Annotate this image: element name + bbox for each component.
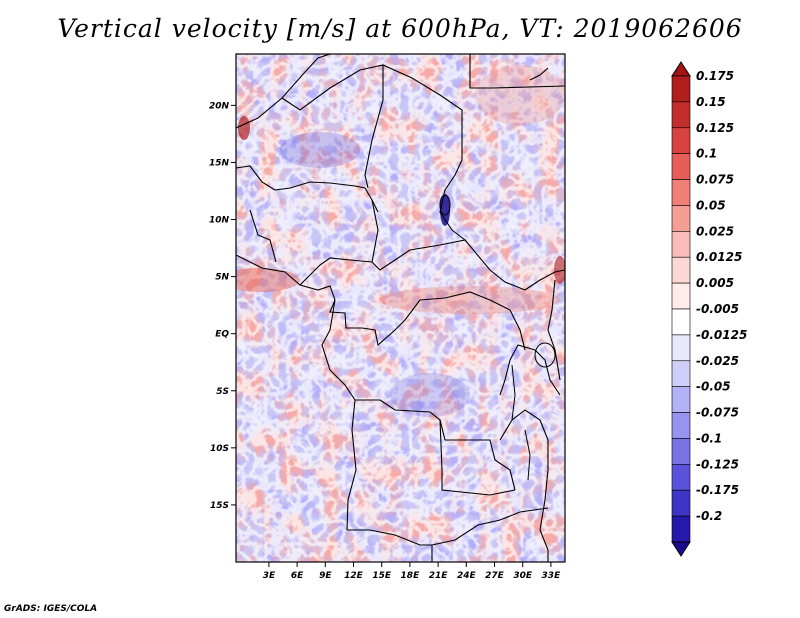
colorbar-level-label: -0.0125 [696,328,747,342]
colorbar-swatch [671,334,691,362]
lon-tick-label: 30E [513,571,533,581]
colorbar-level-label: 0.15 [696,95,726,109]
lon-tick-label: 27E [485,571,505,581]
lon-tick-label: 3E [263,571,276,581]
colorbar-swatch [671,412,691,439]
colorbar-swatch [671,127,691,154]
lat-tick-label: 15N [209,158,230,168]
map-title: Vertical velocity [m/s] at 600hPa, VT: 2… [57,14,743,43]
colorbar-level-label: 0.05 [696,198,726,212]
colorbar-swatch [671,179,691,206]
colorbar-level-label: 0.1 [696,147,717,161]
colorbar-level-label: 0.0125 [696,250,742,264]
colorbar-swatch [671,231,691,258]
latitude-ticks: 20N 15N 10N 5N EQ 5S 10S 15S [209,101,236,511]
colorbar-level-label: 0.125 [696,121,734,135]
colorbar-level-label: -0.005 [696,302,739,316]
colorbar-top-arrow [671,61,691,77]
colorbar-level-label: -0.075 [696,406,739,420]
colorbar-swatch [671,282,691,310]
lat-tick-label: 15S [210,501,229,511]
lat-tick-label: EQ [215,330,229,340]
colorbar-level-label: -0.1 [696,431,722,445]
colorbar-swatch [671,464,691,491]
colorbar-swatch [671,75,691,103]
lat-tick-label: 5S [216,387,229,397]
lon-tick-label: 18E [401,571,421,581]
colorbar-level-label: -0.025 [696,354,739,368]
colorbar-level-label: 0.025 [696,224,734,238]
colorbar-level-label: -0.05 [696,380,731,394]
country-borders [236,54,565,562]
lon-tick-label: 9E [319,571,332,581]
colorbar-swatch [671,101,691,129]
colorbar-swatch [671,386,691,413]
colorbar-swatch [671,360,691,387]
colorbar-swatch [671,153,691,180]
lat-tick-label: 10N [209,216,230,226]
lon-tick-label: 12E [344,571,364,581]
colorbar-level-label: -0.125 [696,457,739,471]
longitude-ticks: 3E 6E 9E 12E 15E 18E 21E 24E 27E 30E 33E [263,562,561,581]
grads-credit: GrADS: IGES/COLA [4,604,98,614]
colorbar-swatch [671,205,691,232]
lon-tick-label: 24E [457,571,477,581]
lat-tick-label: 5N [215,273,229,283]
colorbar-level-label: 0.075 [696,173,734,187]
lat-tick-label: 10S [210,444,229,454]
colorbar-swatch [671,308,691,336]
colorbar-swatch [671,256,691,284]
colorbar-swatch [671,489,691,517]
lon-tick-label: 15E [372,571,392,581]
velocity-field [236,54,565,562]
colorbar-level-label: -0.175 [696,483,739,497]
lakes [439,194,556,481]
colorbar-level-label: 0.175 [696,69,734,83]
colorbar-bottom-arrow [671,541,691,557]
colorbar-swatch [671,515,691,543]
lon-tick-label: 33E [542,571,562,581]
colorbar-level-label: 0.005 [696,276,734,290]
colorbar-level-label: -0.2 [696,509,722,523]
lat-tick-label: 20N [209,101,230,111]
colorbar-swatch [671,438,691,465]
lon-tick-label: 21E [429,571,449,581]
map-frame [235,53,566,563]
lon-tick-label: 6E [291,571,304,581]
colorbar: 0.175 0.15 0.125 0.1 0.075 0.05 0.025 0.0125 0.0… [671,61,747,557]
